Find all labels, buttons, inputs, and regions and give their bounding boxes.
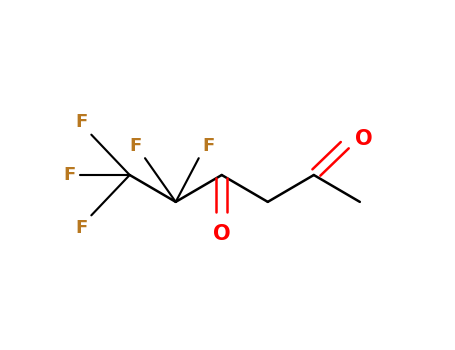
Text: O: O: [213, 224, 231, 244]
Text: F: F: [75, 113, 87, 131]
Text: F: F: [75, 219, 87, 237]
Text: F: F: [202, 137, 215, 155]
Text: F: F: [64, 166, 76, 184]
Text: F: F: [129, 137, 141, 155]
Text: O: O: [355, 129, 373, 149]
